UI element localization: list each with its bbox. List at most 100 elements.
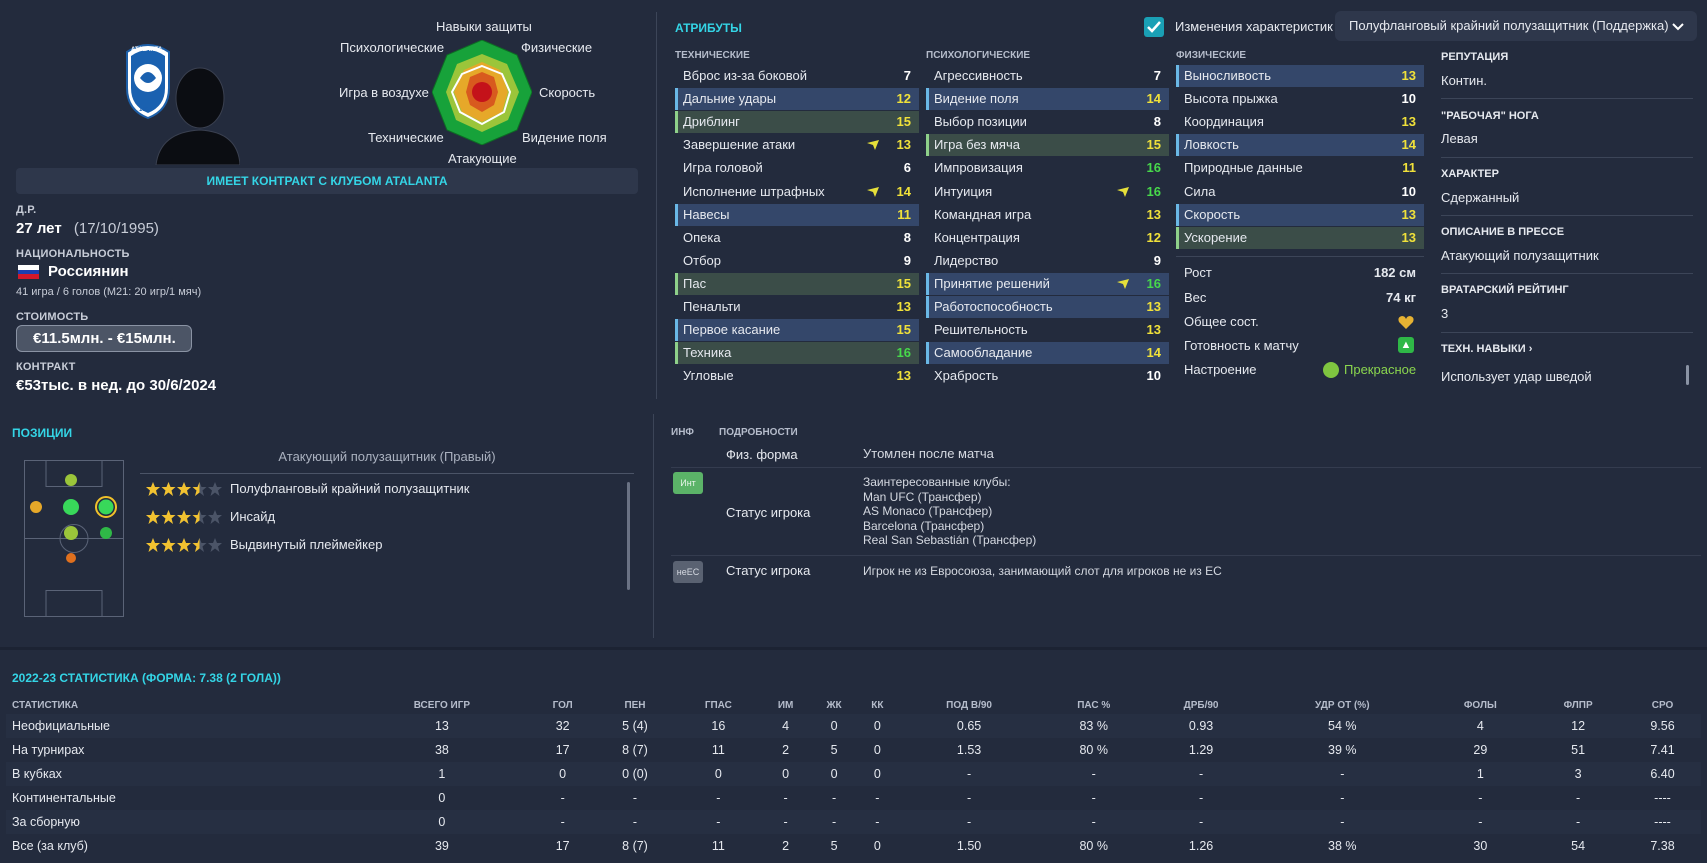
stats-column-header[interactable]: ЖК (826, 700, 842, 711)
attribute-row[interactable]: Храбрость 10 (926, 365, 1169, 387)
attribute-row[interactable]: Дриблинг 15 (675, 111, 919, 134)
role-rating-stars (145, 481, 225, 500)
attribute-row[interactable]: Агрессивность 7 (926, 65, 1169, 87)
attribute-row[interactable]: Скорость 13 (1176, 203, 1424, 226)
transfer-interest-tag[interactable]: Инт (673, 472, 703, 494)
role-item[interactable]: Полуфланговый крайний полузащитник (230, 481, 470, 496)
attribute-row[interactable]: Природные данные 11 (1176, 157, 1424, 179)
stats-column-header[interactable]: СРО (1651, 700, 1674, 711)
attribute-name: Координация (1184, 114, 1264, 130)
stats-cell: 13 (352, 714, 531, 738)
attribute-row[interactable]: Видение поля 14 (926, 88, 1169, 111)
tech-skills-link[interactable]: ТЕХН. НАВЫКИ › (1441, 343, 1532, 355)
morale-icon (1323, 362, 1339, 378)
attribute-row[interactable]: Импровизация 16 (926, 157, 1169, 179)
attribute-row[interactable]: Лидерство 9 (926, 250, 1169, 272)
stats-cell: 0 (761, 762, 811, 786)
attribute-row[interactable]: Концентрация 12 (926, 227, 1169, 249)
attribute-row[interactable]: Выбор позиции 8 (926, 111, 1169, 133)
attribute-value: 15 (896, 114, 911, 130)
stats-cell: 1 (352, 762, 531, 786)
attribute-row[interactable]: Высота прыжка 10 (1176, 88, 1424, 110)
stats-column-header[interactable]: ДРБ/90 (1183, 700, 1219, 711)
attribute-row[interactable]: Командная игра 13 (926, 204, 1169, 226)
attribute-row[interactable]: Техника 16 (675, 342, 919, 365)
attribute-row[interactable]: Интуиция 16 (926, 181, 1169, 203)
role-item[interactable]: Инсайд (230, 509, 276, 524)
table-row[interactable]: За сборную 0- - - - - - - - - - - - ---- (6, 810, 1701, 834)
attribute-row[interactable]: Исполнение штрафных 14 (675, 181, 919, 203)
interested-club[interactable]: Real San Sebastián (Трансфер) (863, 533, 1037, 547)
stats-column-header[interactable]: ПАС % (1077, 700, 1111, 711)
stats-cell: - (896, 762, 1042, 786)
changes-label[interactable]: Изменения характеристик (1175, 19, 1333, 34)
attribute-row[interactable]: Пас 15 (675, 272, 919, 295)
role-select[interactable]: Полуфланговый крайний полузащитник (Подд… (1335, 11, 1697, 41)
stats-column-header[interactable]: ГОЛ (552, 700, 573, 711)
stats-column-header[interactable]: СТАТИСТИКА (12, 700, 79, 711)
stats-cell: 11 (711, 743, 725, 757)
table-row[interactable]: На турнирах 38 17 8 (7) 11 2 5 0 1.53 80 % 1.29 39 … (6, 738, 1701, 762)
height-label: Рост (1184, 265, 1212, 280)
attribute-row[interactable]: Опека 8 (675, 227, 919, 249)
progress-arrow-icon (867, 140, 879, 151)
attribute-row[interactable]: Навесы 11 (675, 203, 919, 226)
attribute-row[interactable]: Выносливость 13 (1176, 65, 1424, 87)
nationality[interactable]: Россиянин (48, 263, 129, 280)
russia-flag-icon (18, 265, 39, 279)
attribute-name: Техника (683, 345, 732, 361)
stats-cell: - (896, 810, 1042, 834)
stats-column-header[interactable]: УДР ОТ (%) (1315, 700, 1370, 711)
stats-column-header[interactable]: КК (871, 700, 884, 711)
attribute-row[interactable]: Решительность 13 (926, 319, 1169, 341)
interested-club[interactable]: AS Monaco (Трансфер) (863, 504, 993, 518)
attribute-row[interactable]: Вброс из-за боковой 7 (675, 65, 919, 87)
table-row[interactable]: В кубках 1 0 0 (0) 0 0 0 0- - - -1 3 6.40 (6, 762, 1701, 786)
progress-arrow-icon (867, 186, 879, 197)
foot-label: "РАБОЧАЯ" НОГА (1441, 110, 1539, 122)
attribute-row[interactable]: Игра без мяча 15 (926, 134, 1169, 157)
role-item[interactable]: Выдвинутый плеймейкер (230, 537, 383, 552)
attribute-row[interactable]: Ловкость 14 (1176, 134, 1424, 157)
changes-checkbox[interactable] (1144, 17, 1164, 37)
stats-column-header[interactable]: ПЕН (624, 700, 646, 711)
attribute-row[interactable]: Принятие решений 16 (926, 272, 1169, 295)
stats-cell: 3 (1532, 762, 1624, 786)
stats-row-label: На турнирах (12, 743, 85, 757)
interested-club[interactable]: Barcelona (Трансфер) (863, 518, 985, 533)
attribute-row[interactable]: Игра головой 6 (675, 157, 919, 179)
stats-column-header[interactable]: ПОД В/90 (946, 700, 992, 711)
stats-column-header[interactable]: ГПАС (704, 700, 732, 711)
non-eu-tag[interactable]: неЕС (673, 561, 703, 583)
stats-column-header[interactable]: ФЛПР (1563, 700, 1593, 711)
attribute-row[interactable]: Сила 10 (1176, 181, 1424, 203)
attribute-row[interactable]: Ускорение 13 (1176, 226, 1424, 249)
attribute-row[interactable]: Завершение атаки 13 (675, 134, 919, 156)
stats-column-header[interactable]: ФОЛЫ (1463, 700, 1497, 711)
attribute-name: Концентрация (934, 229, 1020, 245)
stats-cell: 12 (1532, 714, 1624, 738)
attribute-name: Командная игра (934, 206, 1032, 222)
table-row[interactable]: Все (за клуб) 39 17 8 (7) 11 2 5 0 1.50 80 % 1.26 3… (6, 834, 1701, 858)
attribute-row[interactable]: Пенальти 13 (675, 296, 919, 318)
attribute-row[interactable]: Самообладание 14 (926, 342, 1169, 365)
side-scrollbar[interactable] (1686, 365, 1689, 385)
attribute-row[interactable]: Угловые 13 (675, 365, 919, 387)
attribute-name: Пас (683, 275, 707, 291)
attribute-row[interactable]: Работоспособность 13 (926, 296, 1169, 318)
stats-column-header[interactable]: ИМ (777, 700, 794, 711)
roles-scrollbar[interactable] (627, 482, 630, 590)
attribute-value: 13 (1146, 299, 1161, 314)
stats-cell: 0 (438, 791, 446, 805)
morale-value: Прекрасное (1344, 362, 1417, 377)
attribute-row[interactable]: Координация 13 (1176, 111, 1424, 133)
stats-column-header[interactable]: ВСЕГО ИГР (413, 700, 471, 711)
attribute-row[interactable]: Дальние удары 12 (675, 88, 919, 111)
interested-club[interactable]: Man UFC (Трансфер) (863, 489, 982, 504)
attribute-name: Решительность (934, 322, 1028, 338)
table-row[interactable]: Континентальные 0- - - - - - - - - - - - ---- (6, 786, 1701, 810)
attribute-row[interactable]: Первое касание 15 (675, 319, 919, 342)
table-row[interactable]: Неофициальные 13 32 5 (4) 16 4 0 0 0.65 83 % 0.93 5… (6, 714, 1701, 738)
divider (1441, 98, 1693, 99)
attribute-row[interactable]: Отбор 9 (675, 250, 919, 272)
